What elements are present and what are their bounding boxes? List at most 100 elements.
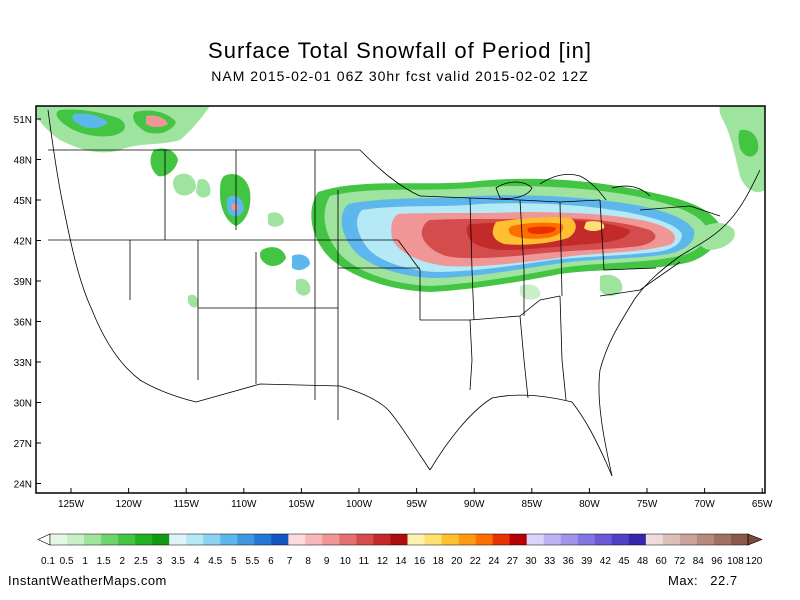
legend-swatch (152, 534, 170, 545)
legend-swatch (475, 534, 493, 545)
legend-swatch (407, 534, 425, 545)
legend-value: 39 (581, 556, 593, 567)
legend-value: 108 (727, 556, 744, 567)
lat-label: 48N (14, 156, 32, 167)
max-readout: Max: 22.7 (668, 573, 738, 588)
legend-swatch (628, 534, 647, 545)
legend-value: 5.5 (245, 556, 259, 567)
lat-label: 36N (14, 318, 32, 329)
legend-swatch (526, 534, 545, 545)
legend-value: 42 (600, 556, 612, 567)
legend-swatch (254, 534, 272, 545)
legend-value: 84 (693, 556, 705, 567)
legend-value: 24 (488, 556, 500, 567)
legend-swatch (543, 534, 562, 545)
boundary-lines (47, 109, 761, 477)
map-title: Surface Total Snowfall of Period [in] (208, 38, 592, 63)
lat-label: 27N (14, 439, 32, 450)
legend-value: 45 (618, 556, 630, 567)
legend-swatch (271, 534, 289, 545)
snowfall-mountains-west (36, 106, 765, 308)
legend-value: 27 (507, 556, 519, 567)
legend-swatch (509, 534, 527, 545)
legend-value: 36 (563, 556, 575, 567)
lon-label: 115W (174, 499, 200, 510)
legend-labels: 0.1 0.5 1 1.5 2 2.5 3 3.5 4 4.5 5 5.5 6 7 8 9 10 11 12 14 16… (41, 556, 763, 567)
lon-label: 75W (637, 499, 658, 510)
legend-swatch (203, 534, 221, 545)
lat-label: 42N (14, 237, 32, 248)
legend-swatch (237, 534, 255, 545)
lon-label: 105W (288, 499, 315, 510)
lon-label: 80W (579, 499, 600, 510)
legend-value: 0.1 (41, 556, 55, 567)
lon-label: 70W (694, 499, 715, 510)
legend-value: 9 (324, 556, 330, 567)
legend-value: 96 (711, 556, 723, 567)
lat-label: 51N (14, 115, 32, 126)
map-subtitle: NAM 2015-02-01 06Z 30hr fcst valid 2015-… (211, 68, 589, 84)
legend-outline (49, 533, 749, 546)
legend-swatch (84, 534, 102, 545)
map-frame-bg (36, 106, 765, 493)
lon-label: 90W (464, 499, 485, 510)
legend-swatch (135, 534, 153, 545)
legend-value: 120 (746, 556, 763, 567)
max-label: Max: (668, 573, 699, 588)
lat-label: 33N (14, 358, 32, 369)
lon-label: 120W (116, 499, 143, 510)
latitude-axis: 51N 48N 45N 42N 39N 36N 33N 30N 27N 24N (14, 115, 41, 491)
legend-value: 10 (340, 556, 352, 567)
legend-swatch (169, 534, 187, 545)
legend-swatch (458, 534, 476, 545)
lat-label: 45N (14, 196, 32, 207)
legend-value: 2 (120, 556, 126, 567)
lon-label: 125W (58, 499, 85, 510)
legend-swatch (118, 534, 136, 545)
legend-swatch (186, 534, 204, 545)
legend-swatch (645, 534, 664, 545)
legend-swatch (679, 534, 698, 545)
legend-value: 6 (268, 556, 274, 567)
longitude-axis: 125W 120W 115W 110W 105W 100W 95W 90W 85W 80W 75W 7… (58, 488, 773, 510)
legend-value: 12 (377, 556, 389, 567)
legend-value: 16 (414, 556, 426, 567)
legend-swatch (67, 534, 85, 545)
lon-label: 65W (752, 499, 773, 510)
legend-value: 48 (637, 556, 649, 567)
legend-value: 14 (395, 556, 407, 567)
legend-value: 22 (470, 556, 482, 567)
legend-swatch (50, 534, 68, 545)
legend-swatch (322, 534, 340, 545)
legend-value: 5 (231, 556, 237, 567)
legend-swatch (577, 534, 596, 545)
legend-swatch (441, 534, 459, 545)
legend-swatch (101, 534, 119, 545)
legend-value: 11 (359, 556, 370, 567)
max-value: 22.7 (710, 573, 738, 588)
legend-value: 3.5 (171, 556, 185, 567)
legend-swatch (339, 534, 357, 545)
lon-label: 85W (522, 499, 543, 510)
legend-value: 1.5 (97, 556, 111, 567)
legend-value: 60 (656, 556, 668, 567)
legend-value: 4 (194, 556, 200, 567)
legend-value: 18 (433, 556, 445, 567)
legend-value: 1 (82, 556, 88, 567)
legend-value: 4.5 (208, 556, 222, 567)
legend-colorbar (37, 533, 763, 546)
legend-swatch (594, 534, 613, 545)
source-credit: InstantWeatherMaps.com (8, 573, 167, 588)
legend-value: 30 (525, 556, 537, 567)
legend-swatch (373, 534, 391, 545)
legend-swatch (713, 534, 732, 545)
legend-swatch (730, 534, 749, 545)
lon-label: 110W (231, 499, 257, 510)
legend-swatch (220, 534, 238, 545)
map-frame (35, 105, 766, 494)
legend-value: 20 (451, 556, 463, 567)
snowfall-band-great-lakes (311, 178, 735, 292)
legend-swatch (492, 534, 510, 545)
legend-value: 2.5 (134, 556, 148, 567)
